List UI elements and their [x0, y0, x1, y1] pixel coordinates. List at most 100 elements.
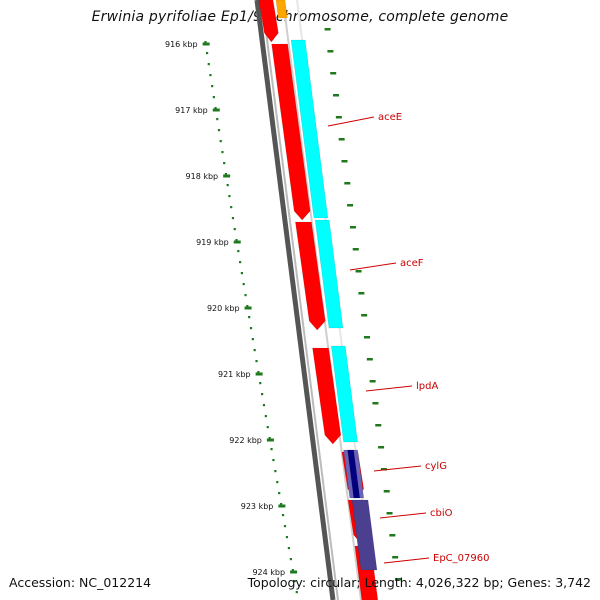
scale-dot: [230, 206, 233, 209]
gene-label-leader: [379, 512, 427, 519]
scale-dot: [204, 41, 207, 44]
outer-tick: [355, 270, 362, 273]
scale-dot: [207, 63, 210, 66]
gene-label-leader: [383, 557, 430, 564]
outer-tick: [327, 50, 334, 53]
gene-label: aceF: [400, 258, 424, 269]
scale-labels: 916 kbp 917 kbp 918 kbp 919 kbp 920 kbp 921 k…: [165, 40, 285, 577]
scale-tick: [202, 42, 210, 46]
outer-tick: [344, 182, 351, 185]
scale-dot: [224, 173, 228, 176]
scale-dot: [249, 327, 253, 330]
scale-dot: [287, 547, 290, 550]
scale-dot: [255, 360, 258, 363]
scale-dot: [289, 558, 292, 561]
backbone-line: [254, 0, 336, 600]
scale-dot: [272, 459, 275, 462]
outer-tick: [378, 446, 385, 449]
scale-ticks: [202, 28, 401, 581]
outer-tick: [375, 424, 382, 427]
scale-dot: [291, 569, 294, 572]
cds-bar: [351, 499, 378, 571]
scale-dot: [242, 283, 245, 286]
scale-dot: [266, 426, 269, 429]
gene-labels: aceE aceF lpdA cylG cbiO EpC_07960: [327, 112, 489, 564]
scale-dot: [264, 415, 267, 418]
gene-arrow: [295, 221, 326, 331]
scale-label: 920 kbp: [207, 304, 240, 313]
scale-dot: [262, 404, 266, 407]
scale-dot: [251, 338, 254, 341]
outer-tick: [335, 116, 342, 119]
scale-dot: [212, 96, 215, 99]
scale-label: 921 kbp: [218, 370, 251, 379]
outer-tick: [347, 204, 354, 207]
scale-label: 916 kbp: [165, 40, 198, 49]
outer-tick: [372, 402, 379, 405]
scale-tick: [223, 174, 231, 178]
gene-arrow: [271, 43, 311, 221]
outer-tick: [392, 556, 399, 559]
scale-dot: [211, 85, 214, 88]
scale-dot: [283, 525, 287, 528]
scale-dot: [270, 448, 273, 451]
scale-tick: [266, 438, 274, 442]
scale-label: 919 kbp: [196, 238, 229, 247]
gene-label-leader: [365, 385, 413, 392]
scale-tick: [212, 108, 220, 112]
accession-text: Accession: NC_012214: [9, 575, 152, 590]
outer-tick: [361, 314, 368, 317]
outer-tick: [333, 94, 340, 97]
scale-dot: [295, 591, 298, 594]
scale-dot: [233, 228, 236, 231]
outer-tick: [324, 28, 331, 31]
outer-tick: [358, 292, 365, 295]
scale-dot: [244, 294, 247, 297]
scale-label: 918 kbp: [186, 172, 219, 181]
outer-tick: [380, 468, 387, 471]
scale-label: 923 kbp: [241, 502, 274, 511]
gene-label-leader: [327, 116, 375, 127]
outer-tick: [369, 380, 376, 383]
scale-dot: [235, 239, 238, 242]
cds-bar: [314, 219, 344, 329]
scale-dot: [240, 272, 244, 275]
scale-dot: [226, 184, 229, 187]
scale-dot: [219, 140, 222, 143]
outer-tick: [364, 336, 371, 339]
scale-dot: [257, 371, 260, 374]
scale-dot: [261, 393, 264, 396]
scale-dot: [276, 481, 279, 484]
gene-label-leader: [349, 262, 397, 271]
gene-label: EpC_07960: [433, 553, 489, 564]
scale-tick: [255, 372, 263, 376]
outer-tick: [366, 358, 373, 361]
scale-label: 924 kbp: [252, 568, 285, 577]
scale-dot: [231, 217, 235, 220]
gene-arrow: [312, 347, 342, 445]
scale-dot: [285, 536, 289, 539]
outer-tick: [394, 578, 401, 581]
outer-tick: [389, 534, 396, 537]
scale-dot: [228, 195, 231, 198]
gene-label: cylG: [425, 461, 447, 472]
scale-dot: [280, 503, 283, 506]
gene-arrow: [258, 0, 279, 43]
gene-label: aceE: [378, 112, 402, 123]
genome-info-text: Topology: circular; Length: 4,026,322 bp…: [247, 575, 591, 590]
cds-bar: [330, 345, 358, 443]
scale-dot: [278, 492, 281, 495]
scale-dot: [274, 470, 277, 473]
outer-tick: [338, 138, 345, 141]
gene-label: cbiO: [430, 508, 453, 519]
outer-tick: [352, 248, 359, 251]
scale-dot: [216, 118, 219, 121]
scale-dots: [204, 41, 298, 594]
scale-dot: [281, 514, 285, 517]
scale-dot: [268, 437, 271, 440]
scale-tick: [278, 504, 286, 508]
scale-dot: [221, 151, 224, 154]
scale-tick: [233, 240, 241, 244]
features: [258, 0, 379, 600]
